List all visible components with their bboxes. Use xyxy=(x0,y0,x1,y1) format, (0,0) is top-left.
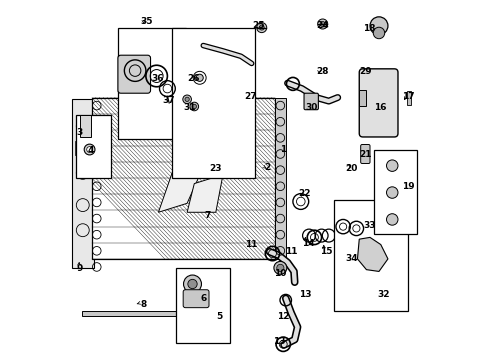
Bar xyxy=(406,91,410,105)
Text: 8: 8 xyxy=(140,300,146,309)
Bar xyxy=(72,99,94,268)
Text: 2: 2 xyxy=(264,163,270,172)
Bar xyxy=(333,200,407,311)
Text: 6: 6 xyxy=(200,294,206,303)
Circle shape xyxy=(190,102,198,111)
Text: 10: 10 xyxy=(274,269,286,278)
Circle shape xyxy=(386,187,397,198)
Text: 13: 13 xyxy=(273,337,285,346)
Bar xyxy=(82,311,179,316)
Text: 1: 1 xyxy=(280,145,286,154)
Text: 26: 26 xyxy=(187,75,200,84)
Bar xyxy=(76,116,111,178)
Polygon shape xyxy=(187,175,223,212)
Text: 19: 19 xyxy=(402,182,414,191)
Circle shape xyxy=(196,74,203,81)
Text: 21: 21 xyxy=(359,150,371,159)
Text: 14: 14 xyxy=(302,239,314,248)
FancyBboxPatch shape xyxy=(183,290,208,308)
Text: 5: 5 xyxy=(216,312,222,321)
Text: 11: 11 xyxy=(245,240,257,249)
Text: 11: 11 xyxy=(285,247,297,256)
Text: 9: 9 xyxy=(76,265,82,274)
Bar xyxy=(175,268,230,343)
FancyBboxPatch shape xyxy=(80,116,91,137)
Circle shape xyxy=(256,23,266,33)
Circle shape xyxy=(86,147,92,152)
Circle shape xyxy=(386,214,397,225)
FancyBboxPatch shape xyxy=(359,69,397,137)
Bar xyxy=(75,140,82,155)
FancyBboxPatch shape xyxy=(360,144,369,163)
Circle shape xyxy=(372,27,384,39)
Text: 37: 37 xyxy=(162,96,174,105)
Bar xyxy=(373,149,416,234)
FancyBboxPatch shape xyxy=(304,93,318,110)
Text: 12: 12 xyxy=(276,312,289,321)
Bar xyxy=(118,28,186,139)
Text: 27: 27 xyxy=(244,92,257,101)
Text: 3: 3 xyxy=(76,128,82,137)
Bar xyxy=(172,28,254,178)
Bar xyxy=(274,98,285,259)
Text: 35: 35 xyxy=(141,17,153,26)
Text: 20: 20 xyxy=(345,164,357,173)
Circle shape xyxy=(273,261,286,274)
Text: 23: 23 xyxy=(208,164,221,173)
Text: 29: 29 xyxy=(359,67,371,76)
Circle shape xyxy=(276,264,284,271)
Bar xyxy=(359,90,366,107)
Text: 25: 25 xyxy=(251,21,264,30)
Circle shape xyxy=(320,22,325,27)
Circle shape xyxy=(184,97,189,102)
Circle shape xyxy=(187,279,197,289)
Text: 4: 4 xyxy=(87,146,93,155)
Text: 22: 22 xyxy=(298,189,310,198)
Text: 31: 31 xyxy=(183,103,196,112)
Circle shape xyxy=(369,17,387,35)
Polygon shape xyxy=(158,171,201,212)
Text: 16: 16 xyxy=(374,103,386,112)
Text: 36: 36 xyxy=(151,75,163,84)
Text: 18: 18 xyxy=(362,24,375,33)
Circle shape xyxy=(259,25,264,30)
Circle shape xyxy=(386,160,397,171)
Text: 28: 28 xyxy=(316,67,328,76)
Text: 34: 34 xyxy=(345,254,357,263)
Text: 30: 30 xyxy=(305,103,318,112)
Circle shape xyxy=(84,144,95,155)
FancyBboxPatch shape xyxy=(118,55,150,93)
Text: 15: 15 xyxy=(319,247,332,256)
Text: 7: 7 xyxy=(204,211,211,220)
Text: 24: 24 xyxy=(316,21,328,30)
Circle shape xyxy=(183,275,201,293)
Text: 33: 33 xyxy=(362,221,375,230)
Polygon shape xyxy=(357,237,387,271)
Circle shape xyxy=(192,104,196,109)
Text: 32: 32 xyxy=(377,289,389,298)
Text: 17: 17 xyxy=(402,92,414,101)
Circle shape xyxy=(183,95,191,104)
Text: 13: 13 xyxy=(299,290,311,299)
Bar xyxy=(92,98,274,259)
Circle shape xyxy=(317,19,327,29)
